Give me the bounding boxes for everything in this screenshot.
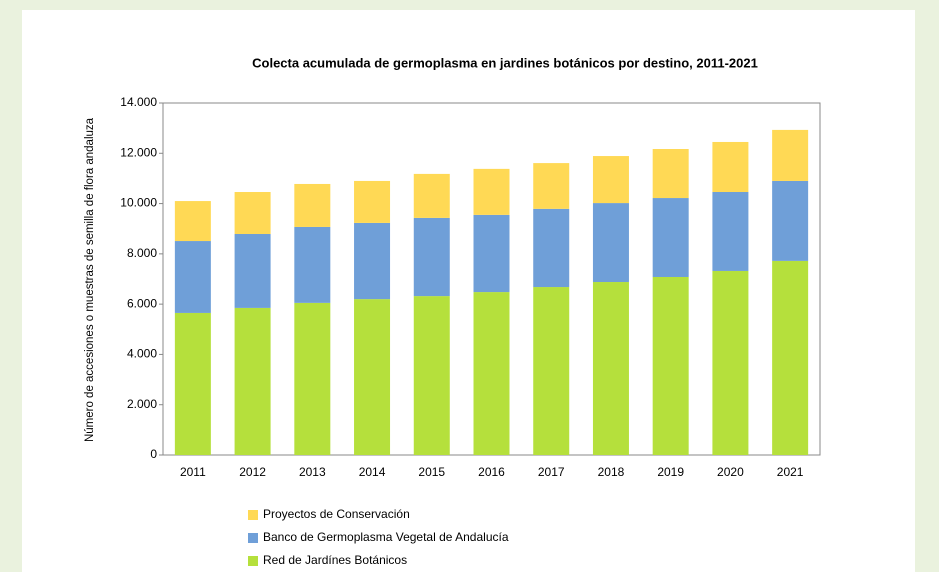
chart-title: Colecta acumulada de germoplasma en jard… (252, 55, 758, 70)
x-tick-label: 2021 (777, 465, 804, 479)
bar-segment (294, 226, 331, 303)
bar-segment (413, 296, 450, 455)
y-tick-label: 8.000 (127, 246, 157, 260)
legend-swatch (248, 533, 258, 543)
bar-segment (354, 222, 391, 300)
bar-segment (712, 270, 749, 455)
bar-segment (652, 149, 689, 199)
bar-segment (592, 203, 629, 283)
legend-label: Banco de Germoplasma Vegetal de Andalucí… (263, 530, 509, 544)
bar-segment (354, 180, 391, 223)
y-tick-label: 10.000 (120, 196, 157, 210)
bar-segment (712, 141, 749, 193)
bar-segment (174, 241, 211, 313)
bar-segment (772, 180, 809, 261)
y-tick-label: 2.000 (127, 397, 157, 411)
bar-segment (533, 163, 570, 209)
bar-segment (652, 198, 689, 277)
bar-segment (413, 217, 450, 297)
bar-segment (473, 292, 510, 455)
y-tick-label: 14.000 (120, 95, 157, 109)
x-tick-label: 2017 (538, 465, 565, 479)
y-axis-label: Número de accesiones o muestras de semil… (84, 117, 96, 442)
x-tick-label: 2011 (180, 465, 206, 479)
bar-segment (772, 129, 809, 181)
x-tick-label: 2012 (239, 465, 266, 479)
bar-segment (234, 307, 271, 455)
x-tick-label: 2019 (657, 465, 684, 479)
x-tick-label: 2016 (478, 465, 505, 479)
x-tick-label: 2015 (418, 465, 445, 479)
bar-segment (652, 276, 689, 455)
x-tick-label: 2018 (598, 465, 625, 479)
y-tick-label: 0 (150, 447, 157, 461)
bar-segment (234, 233, 271, 308)
bar-segment (533, 287, 570, 455)
bar-segment (354, 299, 391, 455)
bar-segment (772, 260, 809, 455)
bar-segment (473, 168, 510, 215)
x-tick-label: 2013 (299, 465, 326, 479)
panel (22, 10, 915, 572)
bar-segment (592, 282, 629, 455)
x-tick-label: 2014 (359, 465, 386, 479)
bar-segment (712, 192, 749, 271)
bar-segment (174, 312, 211, 455)
bar-segment (533, 208, 570, 288)
bar-segment (174, 201, 211, 242)
y-tick-label: 4.000 (127, 347, 157, 361)
legend-swatch (248, 510, 258, 520)
y-tick-label: 6.000 (127, 296, 157, 310)
bar-segment (473, 214, 510, 293)
bar-segment (294, 183, 331, 227)
bar-segment (294, 302, 331, 455)
bar-segment (234, 192, 271, 234)
y-tick-label: 12.000 (120, 145, 157, 159)
x-tick-label: 2020 (717, 465, 744, 479)
bar-segment (413, 173, 450, 218)
bar-segment (592, 156, 629, 204)
legend-label: Proyectos de Conservación (263, 507, 410, 521)
legend-label: Red de Jardínes Botánicos (263, 553, 407, 567)
legend-swatch (248, 556, 258, 566)
